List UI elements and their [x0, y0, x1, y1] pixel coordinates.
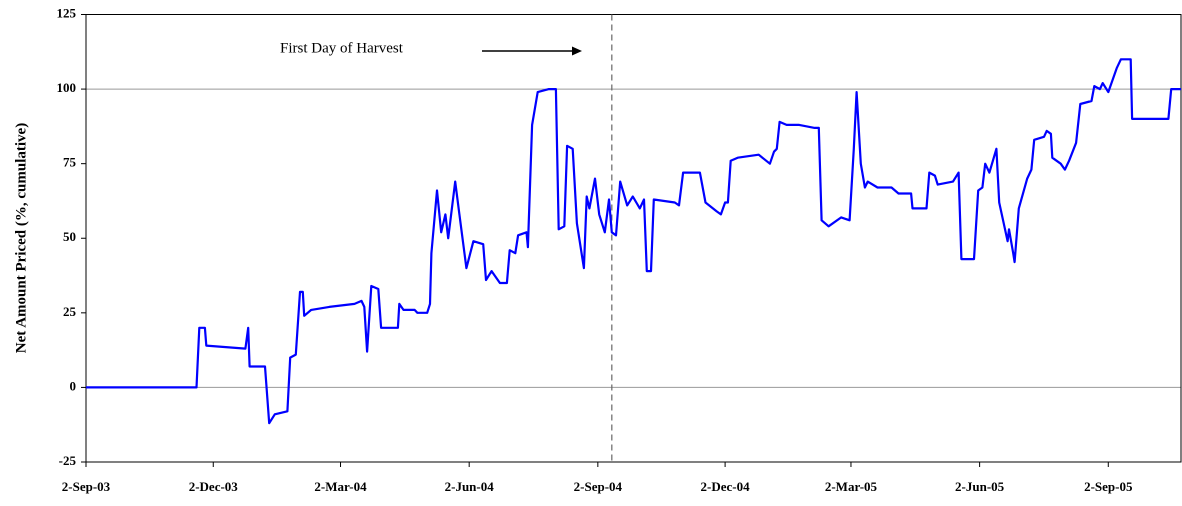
x-tick-label: 2-Dec-04: [701, 479, 751, 494]
x-tick-label: 2-Sep-03: [62, 479, 111, 494]
x-tick-label: 2-Mar-05: [825, 479, 878, 494]
annotation: First Day of Harvest: [280, 40, 404, 56]
y-tick-label: 0: [70, 378, 77, 393]
y-tick-label: 125: [57, 5, 77, 20]
x-tick-label: 2-Jun-05: [955, 479, 1005, 494]
x-tick-label: 2-Mar-04: [314, 479, 367, 494]
y-axis-label: Net Amount Priced (%, cumulative): [13, 123, 29, 353]
x-tick-label: 2-Jun-04: [445, 479, 495, 494]
y-tick-label: -25: [59, 453, 77, 468]
x-tick-label: 2-Dec-03: [189, 479, 239, 494]
data-line: [86, 58, 1181, 425]
x-tick-label: 2-Sep-05: [1084, 479, 1133, 494]
y-tick-label: 100: [57, 80, 77, 95]
y-tick-label: 50: [63, 229, 76, 244]
arrow-head: [572, 46, 582, 56]
y-tick-label: 75: [63, 155, 77, 170]
y-tick-label: 25: [63, 304, 77, 319]
x-tick-label: 2-Sep-04: [574, 479, 623, 494]
